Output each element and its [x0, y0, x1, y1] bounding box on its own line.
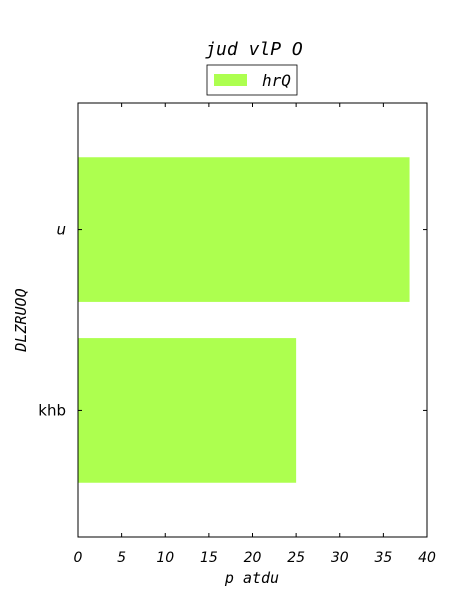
bar-khb — [78, 338, 297, 483]
chart-title: jud vlP O — [205, 39, 303, 60]
bar-u — [78, 157, 410, 302]
legend: hrQ — [206, 64, 298, 96]
x-tick-label-0: 0 — [74, 550, 83, 566]
x-tick-label-35: 35 — [374, 550, 392, 566]
y-tick-label-u: u — [56, 221, 66, 239]
x-tick-label-20: 20 — [244, 550, 262, 566]
x-tick-label-15: 15 — [200, 550, 218, 566]
plot-frame — [77, 102, 428, 538]
x-axis-label: p atdu — [224, 569, 279, 587]
x-tick-label-25: 25 — [287, 550, 305, 566]
legend-swatch — [214, 74, 247, 86]
x-tick-label-5: 5 — [117, 550, 126, 566]
x-tick-label-40: 40 — [418, 550, 436, 566]
x-tick-label-10: 10 — [156, 550, 174, 566]
x-tick-label-30: 30 — [331, 550, 349, 566]
y-tick-label-khb: khb — [38, 401, 66, 419]
ticks-group: 0 5 10 15 20 25 30 35 40 khb u — [38, 103, 436, 566]
legend-label: hrQ — [262, 71, 291, 90]
bars-group — [78, 157, 410, 483]
y-axis-label: DLZRUOQ — [12, 288, 30, 352]
